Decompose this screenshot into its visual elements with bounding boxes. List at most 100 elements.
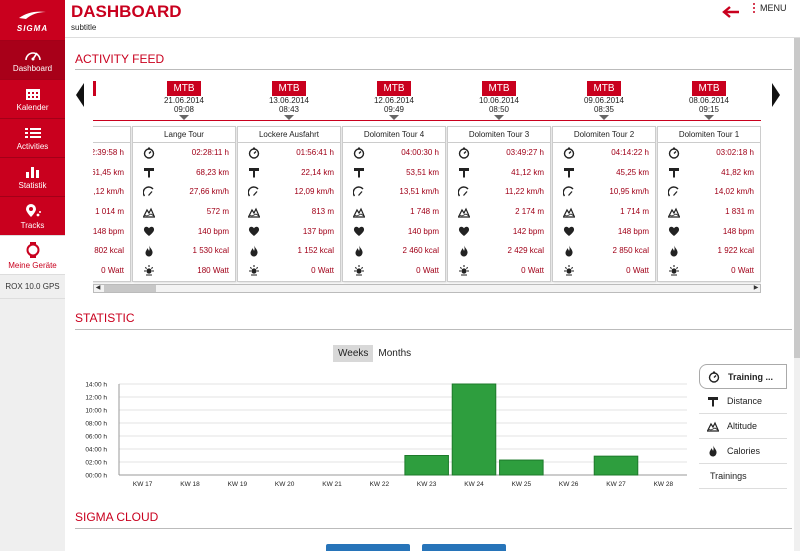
sidebar-item-label: Tracks [20,220,45,230]
stat-value: 0 Watt [731,265,754,275]
metric-altitude[interactable]: Altitude [699,414,787,439]
heart-icon [458,226,470,237]
mountain-icon [563,207,575,218]
header: DASHBOARD subtitle MENU [65,0,800,38]
activity-card[interactable]: t 2:39:58 h 61,45 km 3,12 km/h 1 014 m 148 bp… [93,126,131,282]
scrollbar-thumb[interactable] [104,285,156,292]
scroll-right-icon[interactable]: ▶ [753,285,759,291]
sidebar-item-statistik[interactable]: Statistik [0,157,65,196]
activity-time: 09:49 [383,105,405,114]
activity-card[interactable]: Dolomiten Tour 2 04:14:22 h 45,25 km 10,95 … [552,126,656,282]
stopwatch-icon [708,371,720,383]
stat-value: 41,82 km [721,167,754,177]
x-tick-label: KW 20 [275,481,295,488]
feed-next-button[interactable] [771,82,781,108]
stat-value: 0 Watt [416,265,439,275]
x-tick-label: KW 22 [370,481,390,488]
activity-stat-row: 2:39:58 h [93,143,130,163]
flame-icon [670,245,678,257]
metric-calories[interactable]: Calories [699,439,787,464]
x-tick-label: KW 24 [464,481,484,488]
stat-value: 148 bpm [617,226,649,236]
mountain-icon [707,421,719,432]
activity-stat-row: 01:56:41 h [238,143,340,163]
logo-text: SIGMA [16,23,49,33]
feed-prev-button[interactable] [75,82,85,108]
activity-card[interactable]: Lockere Ausfahrt 01:56:41 h 22,14 km 12,09 … [237,126,341,282]
stat-value: 1 714 m [620,207,649,217]
signpost-icon [144,168,154,178]
x-tick-label: KW 27 [606,481,626,488]
sidebar-item-label: Kalender [16,102,49,112]
sidebar-item-activities[interactable]: Activities [0,118,65,157]
speed-icon [458,186,469,197]
sidebar-item-dashboard[interactable]: Dashboard [0,40,65,79]
page-title: DASHBOARD [71,2,182,21]
metric-training-time[interactable]: Training ... [699,364,787,389]
feed-date-marker: MTB 08.06.2014 09:15 [657,78,761,120]
tab-weeks[interactable]: Weeks [333,345,374,362]
kebab-icon [753,3,755,13]
heart-icon [143,226,155,237]
metric-trainings[interactable]: Trainings [699,464,787,489]
sidebar-item-label: Dashboard [12,63,53,73]
activity-stat-row: 22,14 km [238,163,340,183]
stat-value: 1 748 m [410,207,439,217]
scroll-left-icon[interactable]: ◀ [95,285,101,291]
scrollbar-thumb[interactable] [794,38,800,358]
activity-title: t [93,127,130,143]
speed-icon [248,186,259,197]
activity-card[interactable]: Dolomiten Tour 1 03:02:18 h 41,82 km 14,02 … [657,126,761,282]
stat-value: 3,12 km/h [93,187,124,197]
training-time-chart: 00:00 h 02:00 h 04:00 h 06:00 h 08:00 h 10:00… [85,382,687,488]
activity-card[interactable]: Dolomiten Tour 3 03:49:27 h 41,12 km 11,22 … [447,126,551,282]
stat-value: 12,09 km/h [294,187,334,197]
activity-card[interactable]: Dolomiten Tour 4 04:00:30 h 53,51 km 13,51 … [342,126,446,282]
y-tick-label: 14:00 h [85,382,107,389]
activity-title: Dolomiten Tour 1 [658,127,760,143]
activity-date: 08.06.2014 [688,96,730,105]
cloud-button-2[interactable] [422,544,506,551]
tab-months[interactable]: Months [378,348,412,359]
activity-type-badge: MTB [93,81,96,96]
activity-stat-row: 03:49:27 h [448,143,550,163]
sidebar-item-kalender[interactable]: Kalender [0,79,65,118]
y-tick-label: 06:00 h [85,434,107,441]
chart-bar [593,455,639,476]
back-button[interactable] [720,2,742,22]
vertical-scrollbar[interactable] [794,38,800,551]
metric-label: Trainings [710,471,747,481]
activity-stat-row: 2 429 kcal [448,241,550,261]
stopwatch-icon [563,147,575,159]
activity-stat-row: 27,66 km/h [133,182,235,202]
metric-distance[interactable]: Distance [699,389,787,414]
chevron-left-icon [76,83,84,107]
sun-icon [249,265,259,276]
sidebar-item-tracks[interactable]: Tracks [0,196,65,235]
activity-date: 13.06.2014 [268,96,310,105]
device-name[interactable]: ROX 10.0 GPS [0,275,65,299]
feed-date-marker: MTB 10.06.2014 08:50 [447,78,551,120]
stat-value: 45,25 km [616,167,649,177]
activity-stat-row: 1 802 kcal [93,241,130,261]
stat-value: 04:00:30 h [401,148,439,158]
metric-label: Training ... [728,371,774,382]
heart-icon [353,226,365,237]
activity-card[interactable]: Lange Tour 02:28:11 h 68,23 km 27,66 km/h 57… [132,126,236,282]
y-tick-label: 04:00 h [85,447,107,454]
stat-value: 03:02:18 h [716,148,754,158]
feed-horizontal-scrollbar[interactable]: ◀ ▶ [93,284,761,293]
cloud-button-1[interactable] [326,544,410,551]
sun-icon [669,265,679,276]
mountain-icon [248,207,260,218]
list-icon [24,127,41,138]
activity-stat-row: 3,12 km/h [93,182,130,202]
divider [75,69,792,70]
flame-icon [250,245,258,257]
metric-label: Altitude [727,421,758,431]
sidebar-item-meine-geraete[interactable]: Meine Geräte [0,235,65,275]
signpost-icon [354,168,364,178]
activity-title: Dolomiten Tour 4 [343,127,445,143]
activity-stat-row: 2 850 kcal [553,241,655,261]
menu-button[interactable]: MENU [753,3,787,13]
